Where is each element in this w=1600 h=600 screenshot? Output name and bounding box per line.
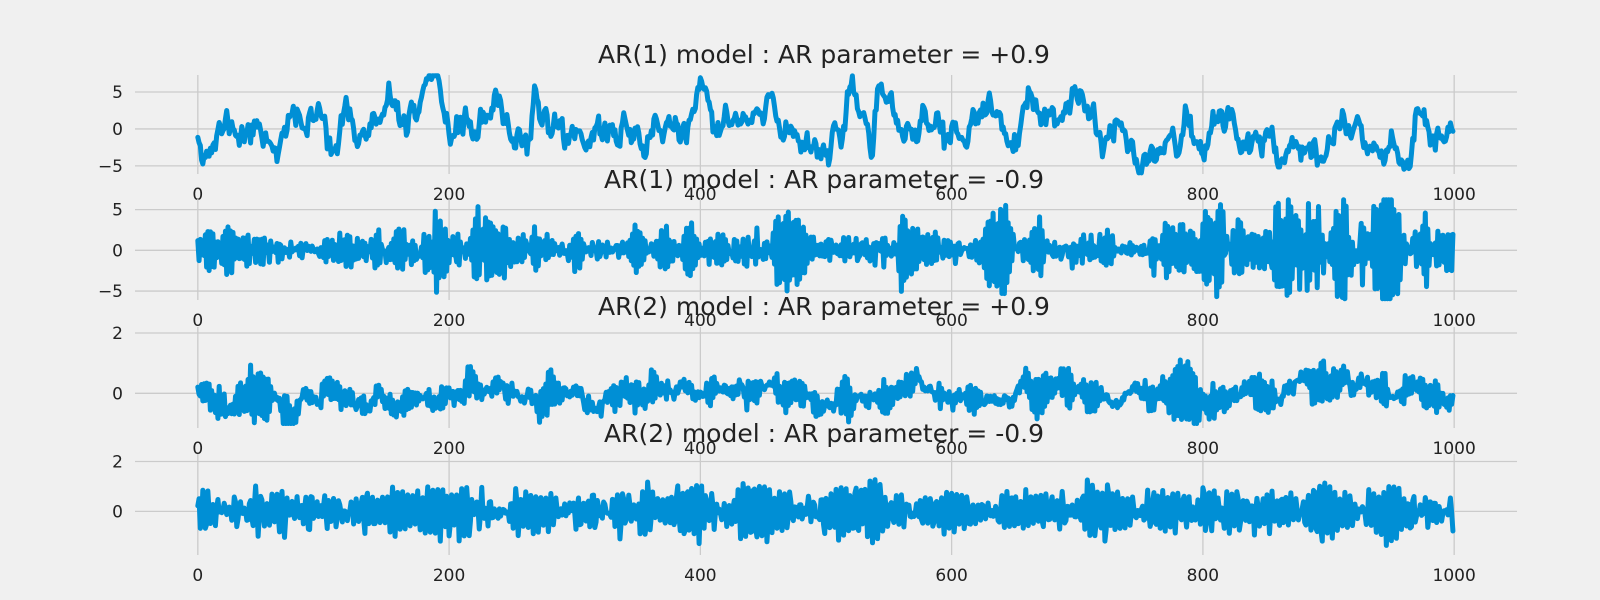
subplot-2-title: AR(1) model : AR parameter = -0.9 bbox=[604, 165, 1044, 194]
subplot-2: 0 200 400 600 800 1000 −5 0 5 AR(1) model : AR p… bbox=[98, 165, 1517, 331]
subplot-3-series-line bbox=[195, 357, 1456, 426]
subplot-4-xtick-label: 600 bbox=[935, 566, 967, 586]
subplot-1-xtick-label: 800 bbox=[1187, 185, 1219, 205]
subplot-1-xtick-label: 0 bbox=[192, 185, 203, 205]
subplot-2-xtick-label: 200 bbox=[433, 311, 465, 331]
subplot-4-series-line bbox=[195, 477, 1456, 548]
subplot-4-xtick-label: 200 bbox=[433, 566, 465, 586]
subplot-2-xtick-label: 800 bbox=[1187, 311, 1219, 331]
subplot-3-ytick-label: 0 bbox=[112, 384, 123, 404]
subplot-3-ytick-label: 2 bbox=[112, 324, 123, 344]
subplot-3: 0 200 400 600 800 1000 0 2 AR(2) model : AR par… bbox=[112, 292, 1517, 459]
subplot-1: 0 200 400 600 800 1000 −5 0 5 AR(1) model : AR p… bbox=[98, 40, 1517, 205]
subplot-2-ytick-label: 0 bbox=[112, 241, 123, 261]
subplot-1-series-line bbox=[195, 73, 1456, 176]
subplot-2-xtick-label: 400 bbox=[684, 311, 716, 331]
subplot-2-xtick-label: 1000 bbox=[1433, 311, 1476, 331]
subplot-1-xtick-label: 400 bbox=[684, 185, 716, 205]
subplot-2-ytick-label: −5 bbox=[98, 282, 123, 302]
subplot-4-xtick-label: 1000 bbox=[1433, 566, 1476, 586]
subplot-4-ytick-label: 2 bbox=[112, 452, 123, 472]
subplot-4: 0 200 400 600 800 1000 0 2 AR(2) model : AR par… bbox=[112, 419, 1517, 586]
subplot-3-xtick-label: 200 bbox=[433, 439, 465, 459]
subplot-1-title: AR(1) model : AR parameter = +0.9 bbox=[598, 40, 1050, 69]
subplot-3-xtick-label: 0 bbox=[192, 439, 203, 459]
subplot-2-xtick-label: 0 bbox=[192, 311, 203, 331]
subplot-4-title: AR(2) model : AR parameter = -0.9 bbox=[604, 419, 1044, 448]
subplot-2-xtick-label: 600 bbox=[935, 311, 967, 331]
subplot-4-xtick-label: 800 bbox=[1187, 566, 1219, 586]
subplot-2-series-line bbox=[195, 197, 1456, 302]
subplot-4-xtick-label: 400 bbox=[684, 566, 716, 586]
subplot-1-xtick-label: 200 bbox=[433, 185, 465, 205]
subplot-1-ytick-label: 5 bbox=[112, 83, 123, 103]
subplot-3-xtick-label: 1000 bbox=[1433, 439, 1476, 459]
subplot-1-ytick-label: 0 bbox=[112, 120, 123, 140]
subplot-3-xtick-label: 800 bbox=[1187, 439, 1219, 459]
subplot-3-title: AR(2) model : AR parameter = +0.9 bbox=[598, 292, 1050, 321]
subplot-1-xtick-label: 600 bbox=[935, 185, 967, 205]
subplot-2-ytick-label: 5 bbox=[112, 201, 123, 221]
subplot-3-xtick-label: 600 bbox=[935, 439, 967, 459]
subplot-1-xtick-label: 1000 bbox=[1433, 185, 1476, 205]
subplot-4-xtick-label: 0 bbox=[192, 566, 203, 586]
subplot-3-xtick-label: 400 bbox=[684, 439, 716, 459]
subplot-1-ytick-label: −5 bbox=[98, 157, 123, 177]
subplot-4-ytick-label: 0 bbox=[112, 502, 123, 522]
